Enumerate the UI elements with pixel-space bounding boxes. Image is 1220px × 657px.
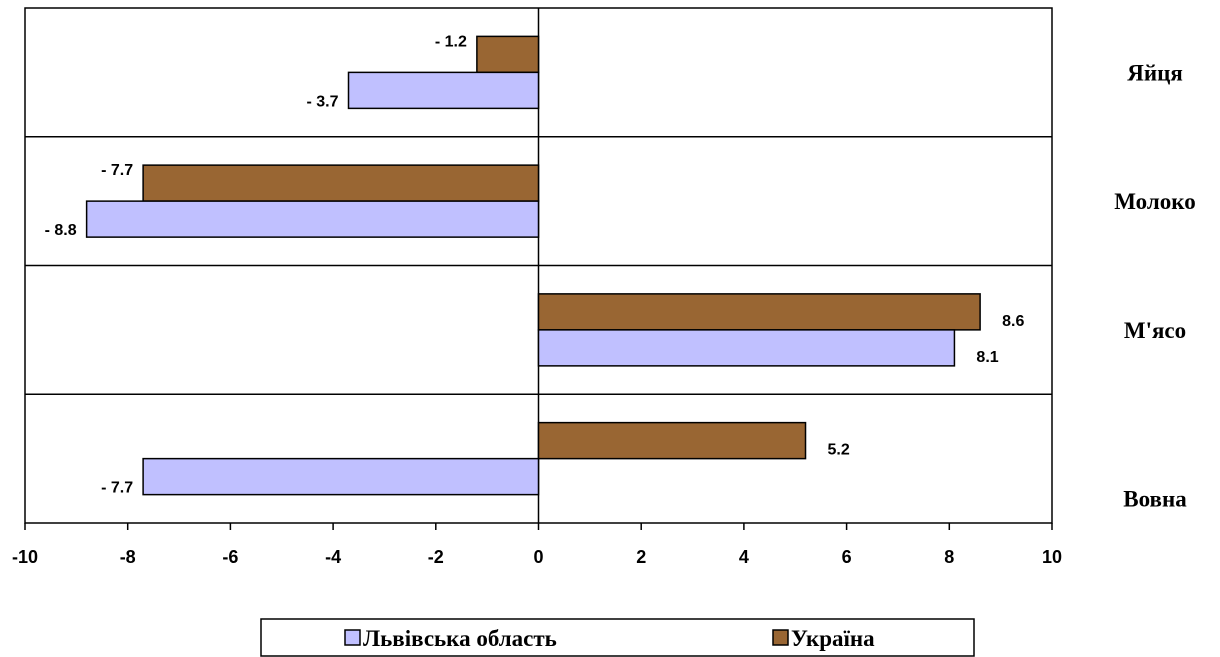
- bar-lviv-2: [537, 329, 956, 367]
- x-tick-label: -6: [222, 547, 238, 567]
- bar-lviv-3: [142, 457, 540, 496]
- category-label: Вовна: [1123, 487, 1187, 512]
- bar-ukraine-0: [476, 35, 540, 74]
- data-label: - 7.7: [101, 162, 133, 179]
- legend-swatch-ukraine: [772, 629, 789, 646]
- bar-lviv-0: [347, 71, 540, 110]
- x-tick-label: 10: [1042, 547, 1062, 567]
- x-tick-label: -2: [428, 547, 444, 567]
- x-tick-label: -8: [120, 547, 136, 567]
- x-tick-label: 6: [842, 547, 852, 567]
- bar-ukraine-1: [142, 164, 540, 202]
- data-label: - 7.7: [101, 480, 133, 497]
- bar-ukraine-3: [537, 421, 807, 460]
- x-tick-label: -4: [325, 547, 341, 567]
- category-label: Яйця: [1127, 60, 1183, 85]
- legend-swatch-lviv: [344, 629, 361, 646]
- category-label: Молоко: [1114, 189, 1195, 214]
- x-tick-label: 0: [533, 547, 543, 567]
- x-tick-label: 2: [636, 547, 646, 567]
- data-label: 8.1: [976, 349, 998, 366]
- legend-label: Україна: [791, 626, 875, 651]
- x-tick-label: 4: [739, 547, 749, 567]
- data-label: - 1.2: [435, 33, 467, 50]
- legend: Львівська область Україна: [260, 618, 975, 657]
- legend-box: [260, 618, 975, 657]
- legend-label: Львівська область: [363, 626, 557, 651]
- bar-lviv-1: [85, 200, 540, 238]
- data-label: 5.2: [828, 442, 850, 459]
- data-label: 8.6: [1002, 313, 1024, 330]
- x-tick-label: 8: [944, 547, 954, 567]
- data-label: - 3.7: [306, 93, 338, 110]
- data-label: - 8.8: [45, 222, 77, 239]
- bar-ukraine-2: [537, 293, 981, 331]
- category-label: М'ясо: [1124, 318, 1186, 343]
- x-tick-label: -10: [12, 547, 38, 567]
